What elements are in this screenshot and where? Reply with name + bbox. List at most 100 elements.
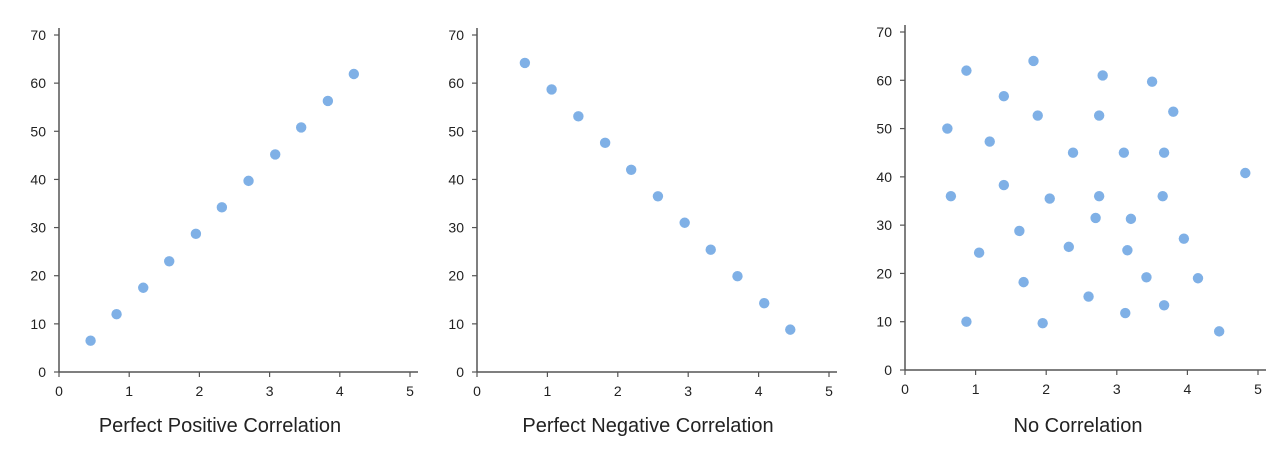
y-tick-label: 40 (876, 169, 892, 185)
data-point (1090, 212, 1101, 224)
data-point (942, 123, 953, 134)
y-tick-label: 20 (30, 268, 46, 284)
data-point (243, 175, 254, 187)
x-tick-label: 3 (1113, 381, 1121, 397)
data-point (1083, 291, 1094, 302)
data-point (1168, 106, 1179, 117)
y-tick-label: 20 (876, 265, 892, 281)
data-point (1122, 245, 1133, 256)
data-point (216, 202, 228, 213)
y-tick-label: 30 (448, 220, 464, 236)
y-tick-label: 10 (448, 316, 464, 332)
y-tick-label: 20 (448, 268, 464, 284)
data-point (1240, 167, 1251, 179)
data-point (705, 244, 716, 255)
data-point (1037, 317, 1048, 329)
data-point (1141, 272, 1152, 283)
data-point (573, 111, 584, 122)
data-point (1158, 147, 1170, 158)
y-tick-label: 70 (876, 24, 892, 40)
data-point (973, 247, 985, 258)
data-point (1097, 70, 1108, 81)
chart-panel-1: 0 10 20 30 40 50 60 70 0 1 2 3 4 5 Perfect Positive Co… (30, 27, 418, 437)
data-point (85, 335, 96, 346)
data-point (679, 217, 690, 228)
data-point (1178, 233, 1190, 244)
x-tick-label: 0 (55, 383, 63, 399)
data-point (599, 137, 611, 149)
x-tick-label: 5 (406, 383, 414, 399)
data-point (961, 316, 972, 327)
y-tick-label: 40 (448, 171, 464, 187)
data-point (1125, 213, 1137, 225)
data-point (546, 84, 557, 95)
chart-panel-3: 0 10 20 30 40 50 60 70 0 1 2 3 4 5 No Correlation (876, 24, 1266, 437)
x-tick-label: 1 (544, 383, 552, 399)
data-point (1014, 225, 1025, 237)
data-point (652, 191, 664, 202)
data-point (1118, 147, 1130, 158)
data-point (945, 190, 957, 202)
data-point (998, 179, 1010, 191)
x-tick-label: 1 (972, 381, 980, 397)
chart-title: Perfect Negative Correlation (522, 415, 773, 437)
data-point (759, 297, 770, 309)
x-tick-label: 1 (125, 383, 133, 399)
x-tick-label: 2 (1042, 381, 1050, 397)
data-point (1158, 300, 1170, 311)
y-tick-label: 70 (448, 27, 464, 43)
data-point (1192, 273, 1204, 284)
data-point (1067, 147, 1079, 158)
y-tick-label: 50 (448, 123, 464, 139)
x-tick-label: 3 (266, 383, 274, 399)
y-tick-label: 50 (30, 123, 46, 139)
data-point (1120, 307, 1131, 319)
data-point (984, 136, 995, 147)
x-tick-label: 5 (825, 383, 833, 399)
data-point (138, 282, 149, 293)
data-point (295, 122, 307, 133)
data-point (190, 228, 202, 240)
y-tick-label: 10 (876, 314, 892, 330)
data-point (270, 149, 281, 160)
x-tick-label: 4 (1184, 381, 1192, 397)
data-point (625, 164, 637, 175)
data-point (1093, 110, 1105, 121)
x-tick-label: 0 (901, 381, 909, 397)
data-point (111, 309, 122, 320)
y-tick-label: 60 (448, 75, 464, 91)
y-tick-label: 0 (38, 364, 46, 380)
x-tick-label: 4 (755, 383, 763, 399)
y-tick-label: 30 (30, 220, 46, 236)
data-point (1093, 190, 1105, 202)
y-tick-label: 70 (30, 27, 46, 43)
x-tick-label: 0 (473, 383, 481, 399)
y-tick-label: 60 (30, 75, 46, 91)
data-point (732, 270, 743, 282)
data-point (1063, 241, 1074, 253)
y-tick-label: 60 (876, 72, 892, 88)
y-tick-label: 10 (30, 316, 46, 332)
data-point (322, 95, 334, 107)
data-point (164, 256, 175, 267)
data-point (1044, 193, 1055, 204)
data-point (961, 65, 972, 76)
chart-title: No Correlation (1014, 415, 1143, 437)
x-tick-label: 5 (1254, 381, 1262, 397)
data-point (1146, 76, 1158, 87)
data-point (1213, 326, 1225, 337)
data-point (348, 68, 360, 80)
data-point (785, 324, 796, 335)
x-tick-label: 2 (614, 383, 622, 399)
data-point (1028, 55, 1039, 67)
y-tick-label: 0 (456, 364, 464, 380)
data-point (1032, 110, 1043, 121)
y-tick-label: 50 (876, 121, 892, 137)
data-point (1018, 276, 1029, 288)
x-tick-label: 4 (336, 383, 344, 399)
chart-panel-2: 0 10 20 30 40 50 60 70 0 1 2 3 4 5 Perfect Negative Co… (448, 27, 837, 437)
data-point (998, 91, 1010, 102)
data-point (1157, 190, 1168, 202)
y-tick-label: 40 (30, 171, 46, 187)
